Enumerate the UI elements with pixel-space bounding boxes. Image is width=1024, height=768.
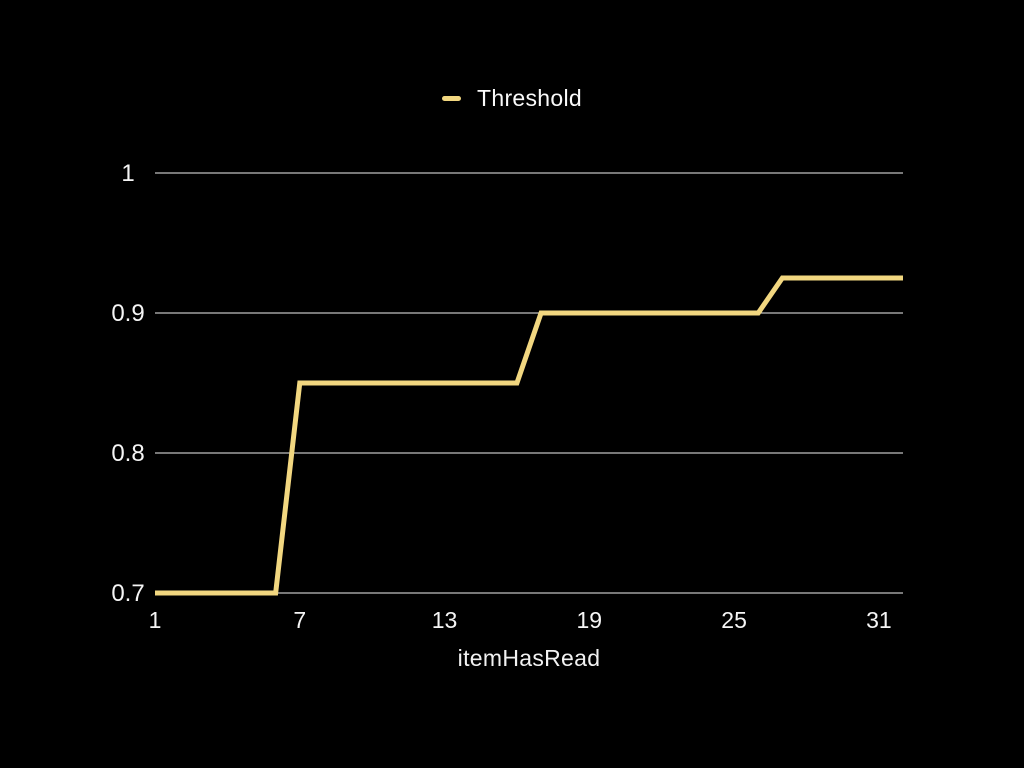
- legend-label: Threshold: [477, 84, 582, 111]
- legend: Threshold: [0, 84, 1024, 112]
- x-axis-title: itemHasRead: [457, 645, 601, 671]
- x-tick-label: 7: [293, 607, 306, 633]
- series-line-threshold: [155, 275, 903, 596]
- x-tick-label: 13: [432, 607, 458, 633]
- y-tick-label: 0.9: [111, 300, 144, 327]
- x-tick-label: 19: [577, 607, 603, 633]
- x-tick-label: 31: [866, 607, 892, 633]
- x-tick-label: 25: [721, 607, 747, 633]
- x-tick-label: 1: [149, 607, 162, 633]
- y-tick-label: 0.8: [111, 440, 144, 467]
- legend-swatch-icon: [442, 95, 461, 101]
- y-tick-label: 0.7: [111, 580, 144, 607]
- y-tick-label: 1: [121, 160, 134, 187]
